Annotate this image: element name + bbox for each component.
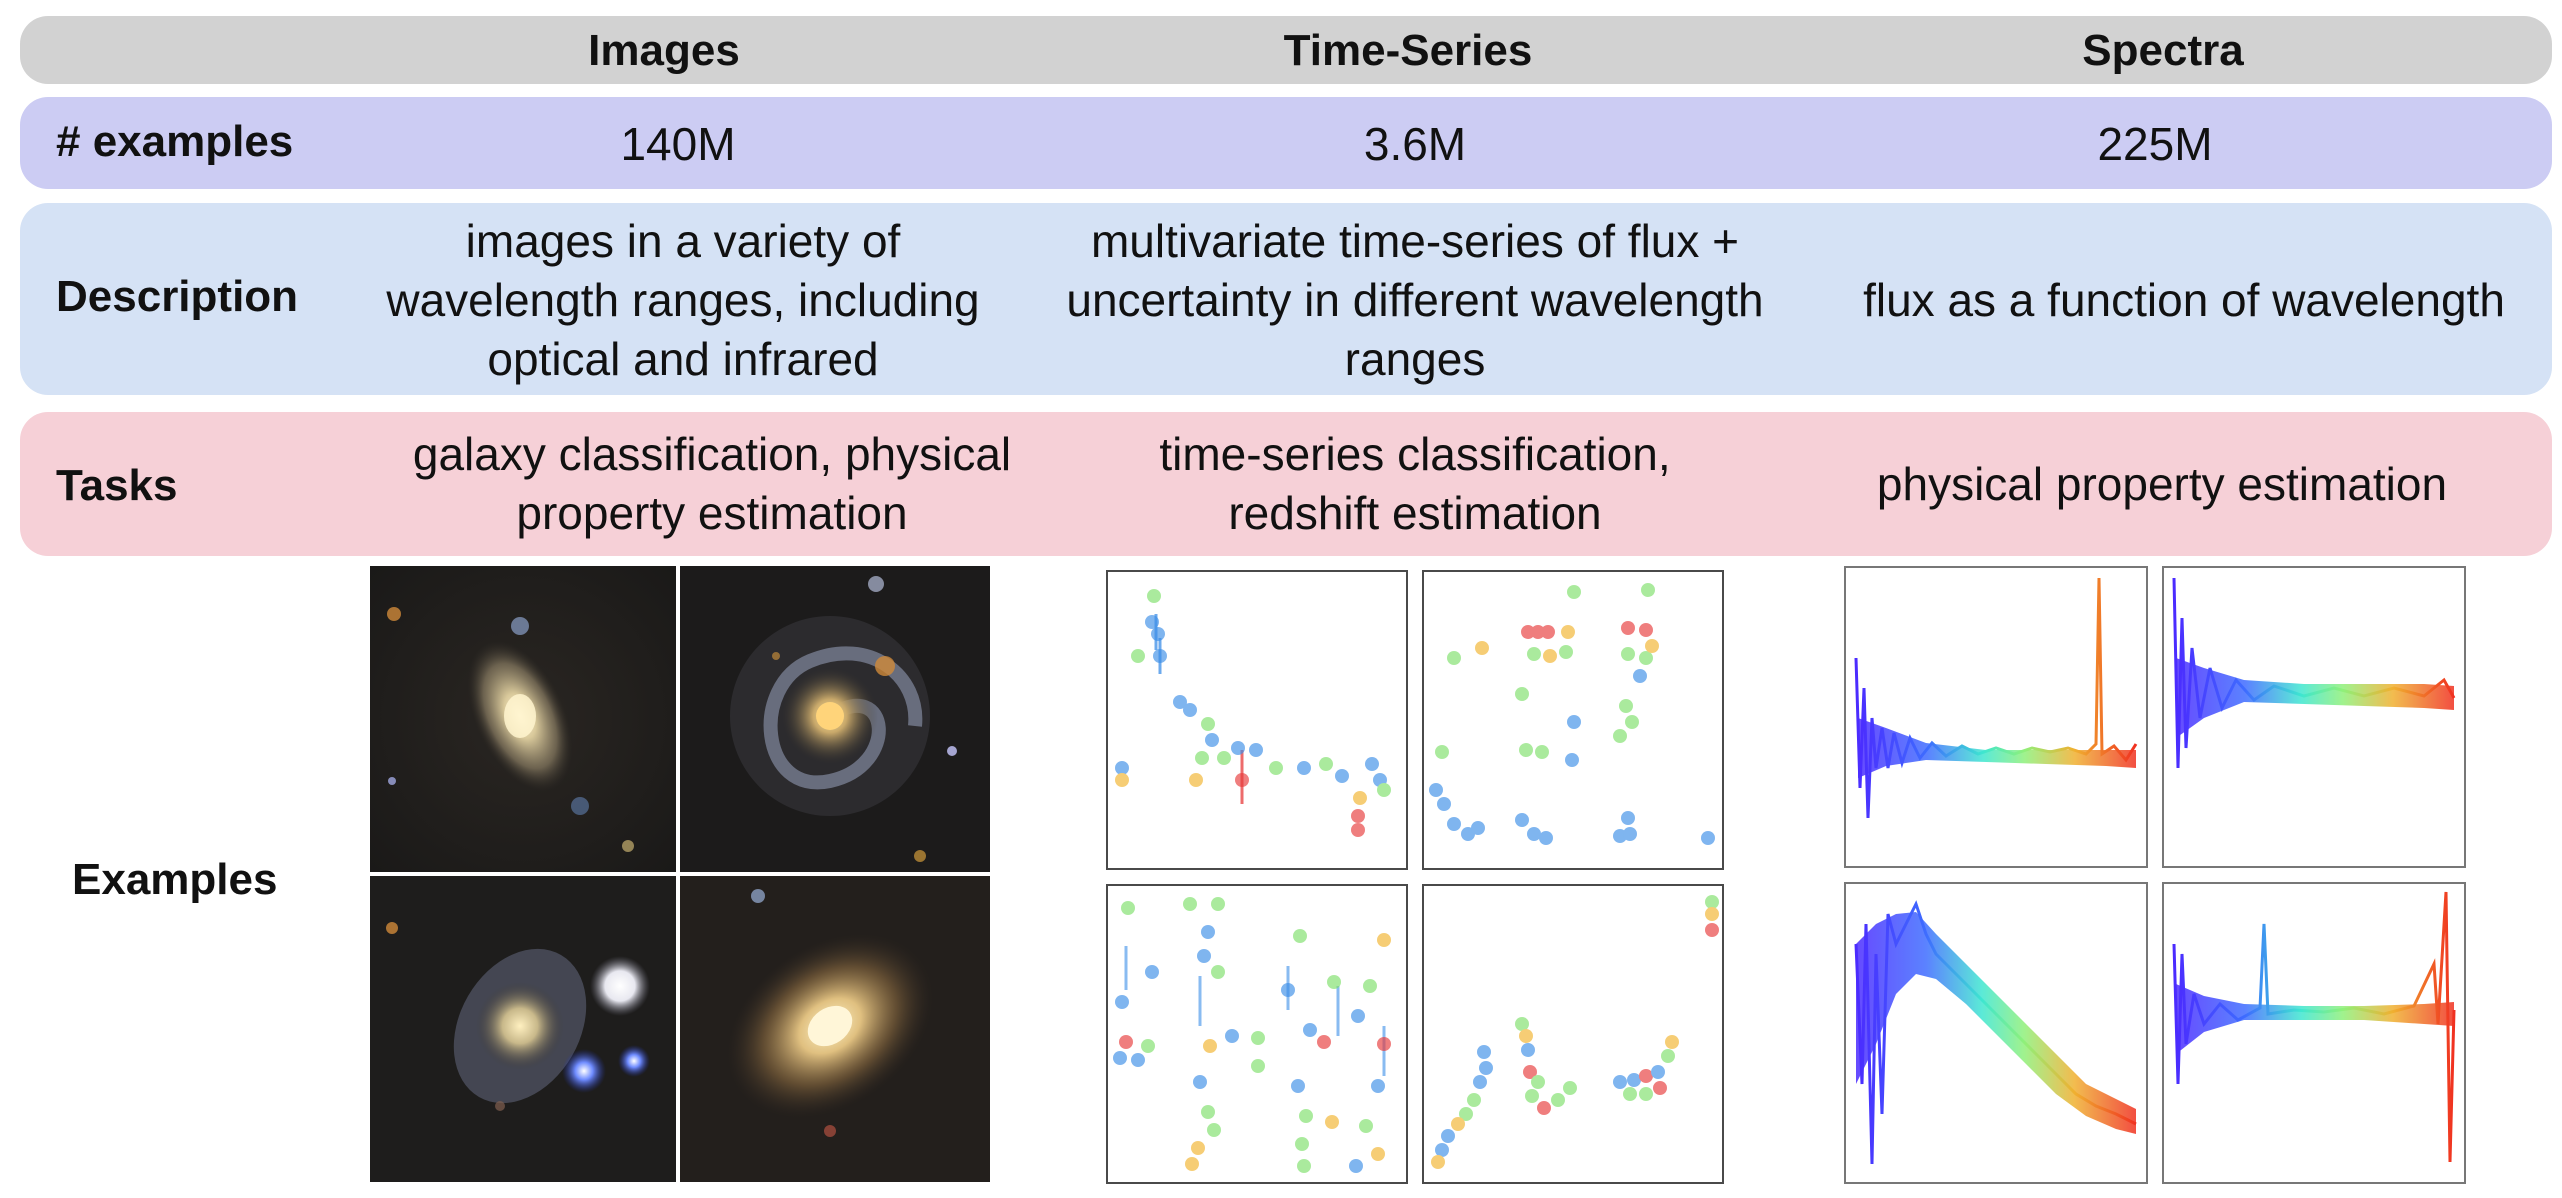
column-header-images: Images: [588, 26, 740, 75]
row-label-examples: Examples: [72, 855, 278, 904]
galaxy-image-1: [370, 566, 676, 872]
spectrum-panel-4: [2162, 882, 2466, 1184]
spectrum-panel-3: [1844, 882, 2148, 1184]
spectrum-panel-2: [2162, 566, 2466, 868]
time-series-description: multivariate time-series of flux + uncer…: [1066, 214, 1764, 385]
galaxy-image-4: [680, 876, 990, 1182]
time-series-panel-2: [1422, 570, 1724, 870]
tasks-band: [20, 412, 2552, 556]
row-label-examples-count: # examples: [56, 117, 294, 166]
images-description: images in a variety of wavelength ranges…: [386, 214, 980, 385]
images-tasks: galaxy classification, physical property…: [412, 428, 1012, 539]
spectrum-panel-1: [1844, 566, 2148, 868]
description-band: [20, 203, 2552, 395]
column-header-spectra: Spectra: [2082, 26, 2244, 75]
galaxy-image-2: [680, 566, 990, 872]
examples-count-band: [20, 97, 2552, 189]
row-label-description: Description: [56, 272, 299, 321]
time-series-panel-3: [1106, 884, 1408, 1184]
galaxy-image-3: [370, 876, 676, 1182]
spectra-count: 225M: [2097, 117, 2213, 170]
column-header-time-series: Time-Series: [1283, 26, 1533, 75]
time-series-count: 3.6M: [1363, 117, 1467, 170]
time-series-tasks: time-series classification, redshift est…: [1159, 428, 1671, 539]
spectra-description: flux as a function of wavelength: [1863, 273, 2505, 326]
time-series-panel-1: [1106, 570, 1408, 870]
row-label-tasks: Tasks: [56, 461, 178, 510]
images-count: 140M: [620, 117, 736, 170]
header-band: [20, 16, 2552, 84]
time-series-panel-4: [1422, 884, 1724, 1184]
spectra-tasks: physical property estimation: [1876, 457, 2448, 510]
